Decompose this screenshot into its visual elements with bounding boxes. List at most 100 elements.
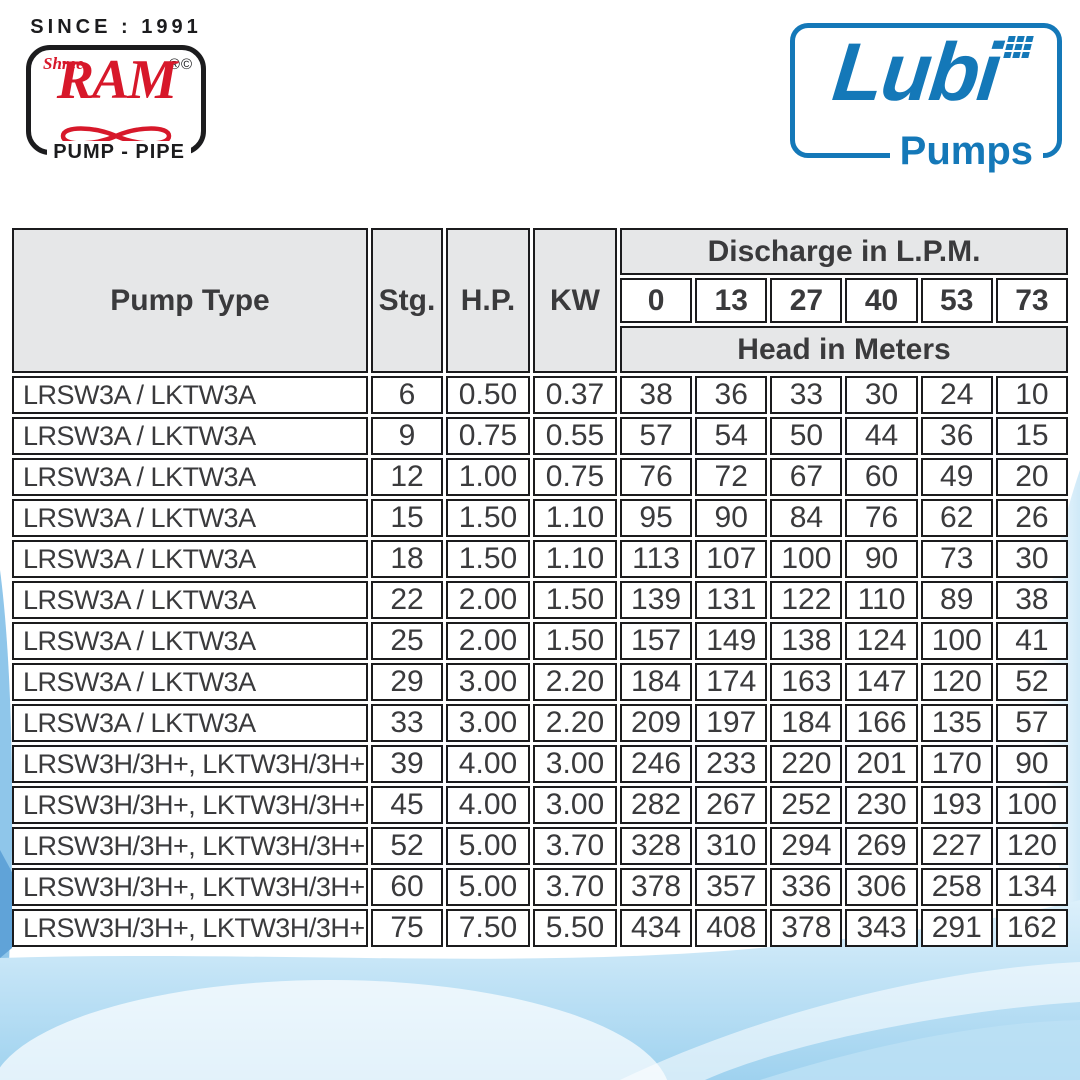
kw-cell: 1.50 — [533, 581, 617, 619]
stg-cell: 60 — [371, 868, 443, 906]
head-value-cell: 174 — [695, 663, 768, 701]
head-value-cell: 38 — [995, 581, 1068, 619]
lubi-logo: Lubi Pumps — [790, 23, 1062, 174]
head-value-cell: 209 — [620, 704, 693, 742]
kw-cell: 3.70 — [533, 868, 617, 906]
head-value-cell: 20 — [995, 458, 1068, 496]
head-value-cell: 184 — [770, 704, 843, 742]
head-value-cell: 157 — [620, 622, 693, 660]
head-value-cell: 134 — [995, 868, 1068, 906]
stg-cell: 12 — [371, 458, 443, 496]
header-discharge-value: 0 — [620, 278, 693, 323]
header-head-in-meters: Head in Meters — [620, 326, 1068, 373]
head-value-cell: 328 — [620, 827, 693, 865]
since-1991-text: SINCE : 1991 — [30, 16, 202, 38]
head-value-cell: 282 — [620, 786, 693, 824]
shree-text: Shree — [43, 54, 84, 73]
head-value-cell: 197 — [695, 704, 768, 742]
head-value-cell: 26 — [995, 499, 1068, 537]
hp-cell: 7.50 — [446, 909, 530, 947]
hp-cell: 1.50 — [446, 499, 530, 537]
head-value-cell: 41 — [995, 622, 1068, 660]
pump-type-cell: LRSW3A / LKTW3A — [12, 663, 368, 701]
head-value-cell: 24 — [920, 376, 993, 414]
head-value-cell: 230 — [845, 786, 918, 824]
head-value-cell: 163 — [770, 663, 843, 701]
pump-type-cell: LRSW3A / LKTW3A — [12, 704, 368, 742]
head-value-cell: 57 — [620, 417, 693, 455]
head-value-cell: 120 — [920, 663, 993, 701]
head-value-cell: 193 — [920, 786, 993, 824]
hp-cell: 1.50 — [446, 540, 530, 578]
pump-type-cell: LRSW3A / LKTW3A — [12, 581, 368, 619]
stg-cell: 33 — [371, 704, 443, 742]
shree-ram-logo: SINCE : 1991 Shree ®© RAM PUMP - PIPE — [26, 16, 206, 164]
head-value-cell: 310 — [695, 827, 768, 865]
head-value-cell: 10 — [995, 376, 1068, 414]
stg-cell: 52 — [371, 827, 443, 865]
head-value-cell: 36 — [920, 417, 993, 455]
lubi-wordmark: Lubi — [828, 27, 1004, 118]
head-value-cell: 76 — [845, 499, 918, 537]
pump-type-cell: LRSW3H/3H+, LKTW3H/3H+ — [12, 786, 368, 824]
head-value-cell: 76 — [620, 458, 693, 496]
kw-cell: 3.00 — [533, 745, 617, 783]
head-value-cell: 110 — [845, 581, 918, 619]
head-value-cell: 149 — [695, 622, 768, 660]
hp-cell: 0.75 — [446, 417, 530, 455]
pump-type-cell: LRSW3A / LKTW3A — [12, 417, 368, 455]
stg-cell: 18 — [371, 540, 443, 578]
pump-spec-table: Pump Type Stg. H.P. KW Discharge in L.P.… — [12, 228, 1068, 947]
head-value-cell: 166 — [845, 704, 918, 742]
pumps-tagline: Pumps — [889, 129, 1043, 174]
pump-type-cell: LRSW3H/3H+, LKTW3H/3H+ — [12, 745, 368, 783]
head-value-cell: 147 — [845, 663, 918, 701]
hp-cell: 2.00 — [446, 581, 530, 619]
head-value-cell: 162 — [995, 909, 1068, 947]
head-value-cell: 67 — [770, 458, 843, 496]
hp-cell: 5.00 — [446, 827, 530, 865]
kw-cell: 1.10 — [533, 540, 617, 578]
hp-cell: 4.00 — [446, 786, 530, 824]
head-value-cell: 294 — [770, 827, 843, 865]
kw-cell: 3.70 — [533, 827, 617, 865]
head-value-cell: 378 — [770, 909, 843, 947]
head-value-cell: 138 — [770, 622, 843, 660]
head-value-cell: 336 — [770, 868, 843, 906]
head-value-cell: 100 — [770, 540, 843, 578]
head-value-cell: 220 — [770, 745, 843, 783]
head-value-cell: 139 — [620, 581, 693, 619]
header-discharge-value: 53 — [920, 278, 993, 323]
head-value-cell: 52 — [995, 663, 1068, 701]
head-value-cell: 36 — [695, 376, 768, 414]
head-value-cell: 227 — [920, 827, 993, 865]
head-value-cell: 100 — [920, 622, 993, 660]
head-value-cell: 135 — [920, 704, 993, 742]
pump-type-cell: LRSW3A / LKTW3A — [12, 540, 368, 578]
head-value-cell: 15 — [995, 417, 1068, 455]
stg-cell: 29 — [371, 663, 443, 701]
head-value-cell: 201 — [845, 745, 918, 783]
hp-cell: 0.50 — [446, 376, 530, 414]
stg-cell: 6 — [371, 376, 443, 414]
head-value-cell: 49 — [920, 458, 993, 496]
stg-cell: 25 — [371, 622, 443, 660]
head-value-cell: 267 — [695, 786, 768, 824]
head-value-cell: 233 — [695, 745, 768, 783]
kw-cell: 5.50 — [533, 909, 617, 947]
head-value-cell: 120 — [995, 827, 1068, 865]
head-value-cell: 90 — [995, 745, 1068, 783]
head-value-cell: 100 — [995, 786, 1068, 824]
head-value-cell: 269 — [845, 827, 918, 865]
head-value-cell: 343 — [845, 909, 918, 947]
hp-cell: 2.00 — [446, 622, 530, 660]
pump-type-cell: LRSW3H/3H+, LKTW3H/3H+ — [12, 909, 368, 947]
head-value-cell: 89 — [920, 581, 993, 619]
head-value-cell: 30 — [995, 540, 1068, 578]
head-value-cell: 122 — [770, 581, 843, 619]
head-value-cell: 170 — [920, 745, 993, 783]
header-stg: Stg. — [371, 228, 443, 373]
header-discharge-value: 73 — [995, 278, 1068, 323]
kw-cell: 0.75 — [533, 458, 617, 496]
